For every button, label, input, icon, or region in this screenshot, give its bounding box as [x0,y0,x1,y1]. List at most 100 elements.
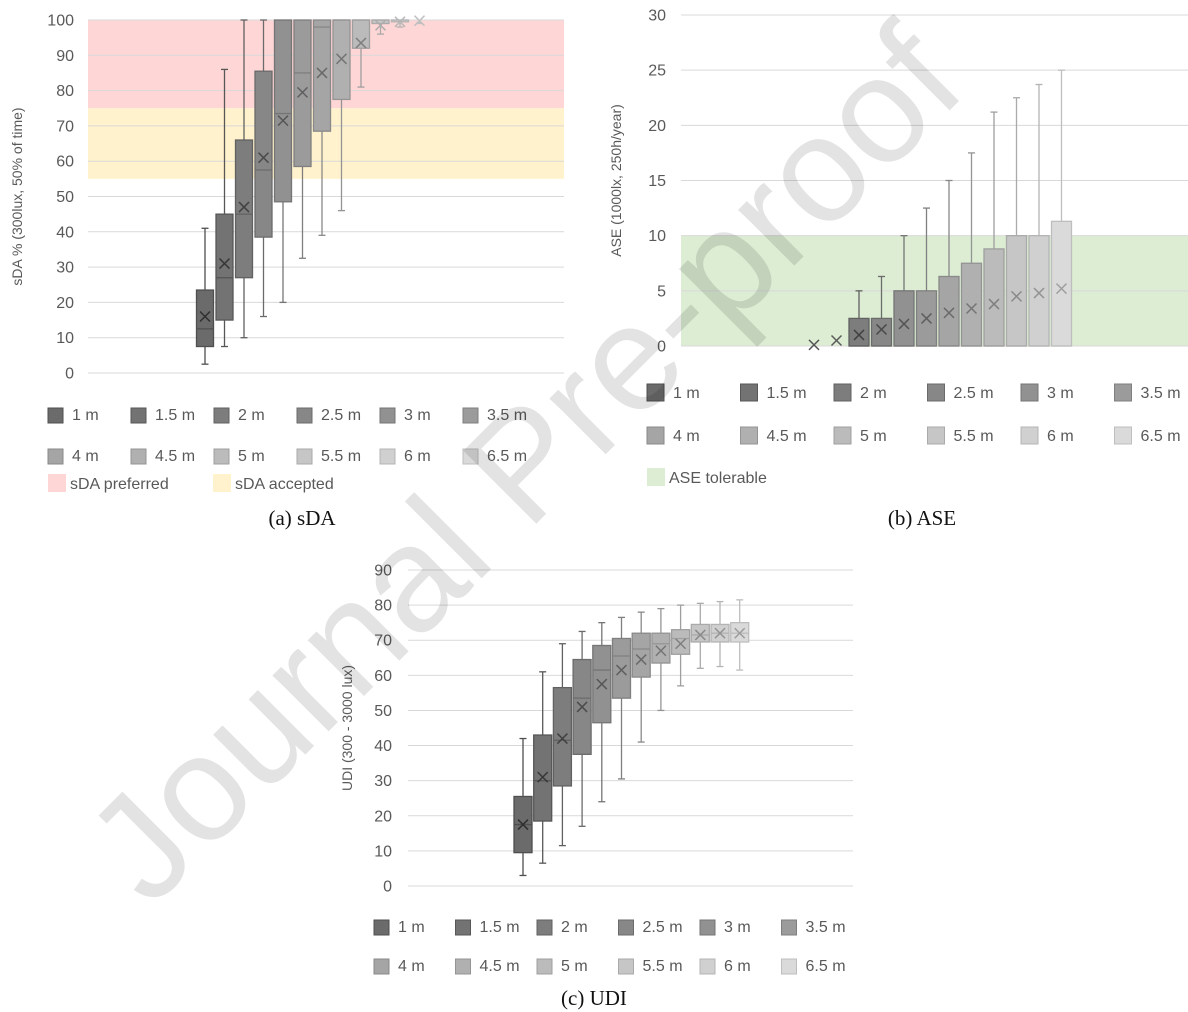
sda-2m-box [234,139,254,279]
udi-legend-label: 4.5 m [480,958,520,975]
sda-1m-mean-marker [199,310,211,323]
ase-caption: (b) ASE [888,506,956,530]
udi-ytick-label: 80 [374,598,392,615]
udi-5_5m-mean-marker [694,629,706,641]
ase-legend-label: 3.5 m [1141,385,1181,402]
ase-5_5m-box [1005,235,1028,347]
udi-4_5m-box [651,632,671,664]
udi-legend-swatch [618,919,634,936]
ase-legend-swatch [740,426,758,445]
ase-1m-mean-marker [808,339,820,351]
sda-band-legend-label: sDA preferred [70,476,169,493]
udi-2m-box [552,686,573,787]
sda-band-legend-swatch [48,474,66,492]
sda-legend-label: 6.5 m [487,448,527,465]
ase-2m-mean-marker [853,329,865,341]
ase-ytick-label: 0 [657,339,666,356]
ase-6_5m-mean-marker [1055,283,1068,295]
sda-legend-swatch [379,448,396,465]
sda-legend-swatch [130,407,147,424]
ase-2m-box [848,317,870,347]
sda-ytick-label: 90 [56,48,74,65]
udi-legend-swatch [536,958,553,975]
ase-legend-swatch [646,383,665,402]
ase-4m-mean-marker [943,307,955,319]
ase-6m-mean-marker [1033,287,1045,299]
ase-4_5m-box [960,262,983,347]
ase-legend-label: 2.5 m [954,385,994,402]
sda-5m-mean-marker [355,37,367,49]
ase-band-legend-swatch [647,468,665,486]
udi-legend-swatch [373,958,390,975]
ase-legend-label: 6.5 m [1141,428,1181,445]
sda-legend-label: 1.5 m [155,407,195,424]
sda-5_5m-mean-marker [374,19,387,31]
sda-ytick-label: 40 [56,224,74,241]
udi-6_5m-mean-marker [734,627,746,639]
ase-legend-swatch [740,383,758,402]
sda-legend-swatch [213,448,230,465]
sda-ytick-label: 50 [56,189,74,206]
sda-3_5m-mean-marker [296,86,309,98]
udi-legend-label: 6 m [724,958,751,975]
sda-caption: (a) sDA [268,506,336,530]
ase-ytick-label: 30 [648,8,666,25]
ase-1_5m-mean-marker [830,334,843,347]
udi-4_5m-mean-marker [655,645,667,657]
sda-4_5m-mean-marker [335,53,348,65]
sda-6_5m-mean-marker [413,15,426,27]
udi-1m-mean-marker [517,819,529,831]
sda-3m-box [273,19,293,203]
sda-legend-label: 4.5 m [155,448,195,465]
ase-2_5m-box [870,317,893,347]
udi-legend-label: 6.5 m [806,958,846,975]
ase-3_5m-mean-marker [920,312,933,324]
ase-legend-label: 5 m [860,428,887,445]
sda-6m-mean-marker [394,16,406,28]
ase-legend-label: 4.5 m [767,428,807,445]
udi-legend-label: 5 m [561,958,588,975]
sda-ytick-label: 20 [56,295,74,312]
sda-legend-swatch [296,448,313,465]
udi-6m-mean-marker [714,627,726,639]
sda-legend-swatch [47,448,64,465]
udi-legend-label: 4 m [398,958,425,975]
ase-3m-box [893,290,915,347]
sda-1_5m-box [215,213,234,321]
ase-legend-swatch [1020,426,1039,445]
udi-3_5m-mean-marker [615,664,628,676]
ase-ytick-label: 5 [657,283,666,300]
ase-legend-swatch [833,426,852,445]
ase-legend-swatch [1114,383,1132,402]
sda-legend-label: 5 m [238,448,265,465]
sda-legend-swatch [213,407,230,424]
sda-legend-label: 4 m [72,448,99,465]
sda-legend-label: 6 m [404,448,431,465]
sda-1_5m-mean-marker [218,258,231,270]
ase-legend-label: 3 m [1047,385,1074,402]
sda-ytick-label: 60 [56,154,74,171]
udi-legend-swatch [618,958,634,975]
sda-legend-swatch [462,407,479,424]
udi-caption: (c) UDI [561,986,627,1010]
ase-4_5m-mean-marker [965,302,978,315]
udi-legend-label: 3 m [724,919,751,936]
sda-ytick-label: 100 [47,13,74,30]
udi-ytick-label: 60 [374,668,392,685]
ase-legend-swatch [1114,426,1132,445]
sda-2_5m-box [254,70,273,238]
sda-legend-swatch [47,407,64,424]
sda-legend-label: 2.5 m [321,407,361,424]
ase-5_5m-mean-marker [1010,290,1023,302]
ase-legend-label: 6 m [1047,428,1074,445]
ase-legend-swatch [1020,383,1039,402]
sda-3m-mean-marker [277,115,289,127]
ase-legend-swatch [646,426,665,445]
udi-5_5m-box [690,623,710,643]
sda-legend-label: 3 m [404,407,431,424]
udi-1_5m-mean-marker [537,771,549,783]
sda-band-legend-swatch [213,474,231,492]
udi-ytick-label: 70 [374,633,392,650]
udi-legend-swatch [699,958,716,975]
